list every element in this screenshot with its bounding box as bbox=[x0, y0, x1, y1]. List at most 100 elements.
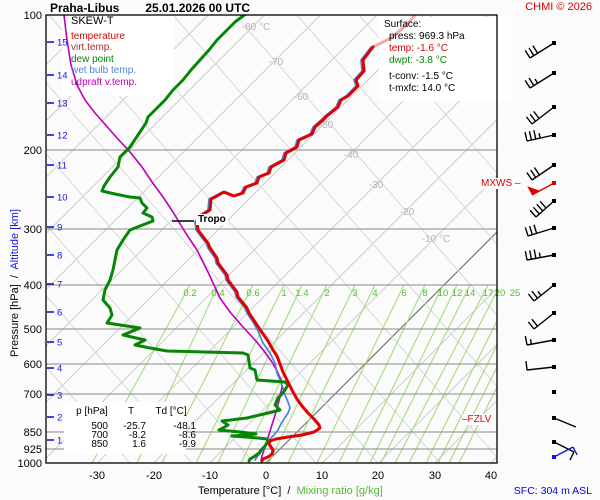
wind-barb bbox=[552, 390, 556, 394]
dry-adiabat-line bbox=[110, 15, 497, 459]
dry-adiabat-line bbox=[545, 15, 600, 463]
curve-temperature bbox=[195, 45, 375, 463]
wind-barb-feather bbox=[528, 47, 535, 56]
altitude-tick-label: 4 bbox=[57, 364, 62, 375]
mixing-ratio-line bbox=[425, 319, 497, 463]
pressure-tick-label: 100 bbox=[24, 10, 42, 22]
wind-barb bbox=[526, 163, 556, 181]
dry-adiabat-line bbox=[296, 15, 497, 245]
altitude-tick-label: 13 bbox=[57, 99, 68, 110]
x-axis-title-mixing-ratio: Mixing ratio [g/kg] bbox=[296, 485, 383, 497]
dry-adiabat-line bbox=[46, 152, 317, 463]
wind-barb bbox=[524, 249, 556, 261]
wind-barb-feather bbox=[529, 113, 537, 122]
mixing-ratio-label: 0.2 bbox=[183, 288, 196, 299]
isotherm-label: -70 bbox=[269, 57, 284, 68]
wind-barb-staff bbox=[531, 106, 555, 125]
sounding-curves bbox=[63, 15, 417, 463]
isotherm-line bbox=[378, 343, 497, 463]
col-dewpoint: Td [°C] bbox=[155, 406, 187, 417]
y-axis-title-pressure: Pressure [hPa] bbox=[9, 284, 21, 357]
station-elevation-label: SFC: 304 m ASL bbox=[513, 485, 592, 497]
legend-item-updraft: udpraft v.temp. bbox=[71, 76, 137, 88]
altitude-tick-label: 9 bbox=[57, 223, 62, 234]
mixing-ratio-label: 20 bbox=[495, 288, 506, 299]
wind-barb-pennant bbox=[527, 186, 540, 195]
dry-adiabat-line bbox=[172, 15, 497, 387]
mixing-ratio-label: 6 bbox=[401, 288, 406, 299]
mixing-ratio-line bbox=[316, 284, 405, 463]
pressure-tick-label: 1000 bbox=[18, 458, 42, 470]
dry-adiabat-line bbox=[46, 223, 255, 463]
wind-barb-feather bbox=[533, 167, 541, 176]
mixing-ratio-line bbox=[338, 284, 426, 463]
wind-barb-staff bbox=[553, 417, 577, 428]
mixing-ratio-line bbox=[458, 385, 497, 463]
surface-dewpoint: dwpt: -3.8 °C bbox=[389, 55, 447, 66]
dry-adiabat-line bbox=[234, 15, 497, 316]
mixing-ratio-line bbox=[380, 284, 471, 463]
wind-barb-staff bbox=[531, 164, 555, 181]
pressure-tick-label: 300 bbox=[24, 224, 42, 236]
temperature-tick-label: 0 bbox=[263, 470, 269, 482]
wind-barb bbox=[524, 224, 556, 237]
legend-backdrop bbox=[62, 14, 174, 96]
wind-barb-feather bbox=[525, 116, 533, 125]
wind-barb-feather bbox=[531, 290, 539, 299]
wind-barb-staff bbox=[553, 446, 574, 458]
wind-barb-feather bbox=[529, 250, 533, 260]
temperature-tick-label: -10 bbox=[202, 470, 218, 482]
col-pressure: p [hPa] bbox=[76, 406, 108, 417]
altitude-tick-label: 2 bbox=[57, 413, 62, 424]
temperature-tick-label: 30 bbox=[429, 470, 441, 482]
copyright-label: CHMI © 2026 bbox=[525, 1, 592, 13]
wind-barb-feather bbox=[524, 336, 528, 346]
wind-barb-feather bbox=[533, 130, 537, 140]
mixing-ratio-label: 1.4 bbox=[295, 288, 308, 299]
pressure-tick-label: 600 bbox=[24, 359, 42, 371]
altitude-tick-label: 12 bbox=[57, 131, 68, 142]
wind-barb-feather bbox=[528, 225, 533, 235]
surface-box-title: Surface: bbox=[384, 19, 422, 30]
dry-adiabat-line bbox=[46, 294, 193, 463]
wind-barb-feather bbox=[525, 360, 528, 371]
wind-barb-half-feather bbox=[537, 291, 542, 296]
x-axis-title-temperature: Temperature [°C] bbox=[198, 485, 282, 497]
sounding-datetime: 25.01.2026 00 UTC bbox=[145, 1, 251, 15]
temperature-tick-label: -20 bbox=[146, 470, 162, 482]
wind-barb-feather bbox=[524, 79, 531, 89]
legend-item-temperature: temperature bbox=[71, 30, 125, 42]
isotherm-line bbox=[46, 15, 378, 347]
pressure-tick-label: 925 bbox=[24, 444, 42, 456]
mixing-ratio-line bbox=[195, 284, 285, 463]
altitude-tick-label: 8 bbox=[57, 251, 62, 262]
isotherm-line bbox=[321, 287, 497, 463]
curve-temperature-upper-pink bbox=[371, 15, 417, 49]
col-temp: T bbox=[127, 406, 135, 417]
wind-barb bbox=[552, 440, 575, 461]
wind-barb-feather bbox=[524, 132, 528, 142]
wind-barb-feather bbox=[572, 446, 578, 456]
wind-barb-staff bbox=[533, 284, 555, 302]
max-wind-label: MXWS – bbox=[481, 178, 521, 189]
convective-temperature: t-conv: -1.5 °C bbox=[389, 71, 454, 82]
legend-item-virt-temp: virt.temp. bbox=[71, 42, 113, 53]
altitude-tick-label: 1 bbox=[57, 436, 62, 447]
altitude-tick-label: 3 bbox=[57, 391, 62, 402]
table-backdrop bbox=[64, 402, 186, 454]
pressure-tick-label: 500 bbox=[24, 324, 42, 336]
wind-barb-feather bbox=[532, 206, 540, 215]
wind-barb-feather bbox=[539, 200, 547, 209]
wind-barb-feather bbox=[524, 227, 529, 237]
x-axis-title: Temperature [°C] / Mixing ratio [g/kg] bbox=[198, 485, 383, 497]
dry-adiabat-line bbox=[46, 365, 131, 463]
legend-items: temperature virt.temp. dew point wet bulb t… bbox=[71, 31, 137, 89]
tropopause-label: Tropo bbox=[196, 214, 228, 225]
surface-info-box: Surface: press: 969.3 hPa temp: -1.6 °C … bbox=[384, 19, 465, 95]
level-table-header: p [hPa] T Td [°C] bbox=[68, 406, 196, 417]
legend-item-wet-bulb: wet bulb temp. bbox=[71, 65, 137, 76]
altitude-tick-label: 5 bbox=[57, 338, 62, 349]
pressure-tick-label: 700 bbox=[24, 389, 42, 401]
altitude-tick-label: 11 bbox=[57, 161, 67, 172]
